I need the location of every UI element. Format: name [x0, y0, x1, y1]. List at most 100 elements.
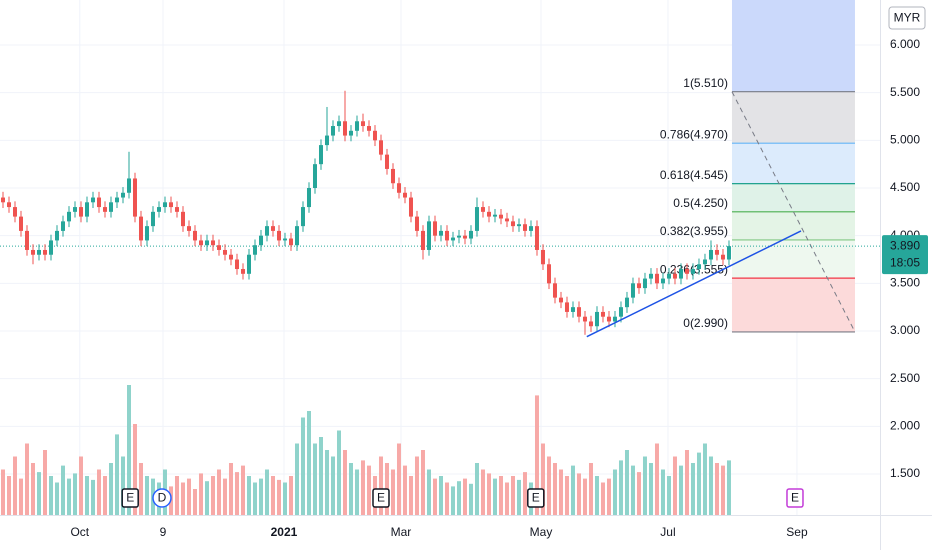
volume-bar — [504, 482, 509, 515]
volume-bar — [450, 486, 455, 515]
volume-bar — [420, 450, 425, 515]
y-tick-label: 2.500 — [890, 371, 920, 385]
volume-bar — [462, 478, 467, 515]
candle-body — [390, 168, 395, 184]
candle-body — [636, 283, 641, 289]
candle-body — [264, 226, 269, 236]
x-tick-label: Jul — [660, 525, 675, 539]
candle-body — [492, 214, 497, 217]
volume-bar — [330, 456, 335, 515]
volume-bar — [276, 479, 281, 515]
currency: MYR — [894, 11, 921, 25]
volume-bar — [228, 463, 233, 515]
x-tick-label: 9 — [160, 525, 167, 539]
candle-body — [726, 246, 731, 260]
volume-bar — [558, 469, 563, 515]
candle-body — [516, 224, 521, 227]
volume-bar — [612, 469, 617, 515]
candle-body — [0, 197, 5, 203]
candle-body — [246, 254, 251, 274]
candle-body — [618, 307, 623, 317]
candle-body — [258, 235, 263, 246]
volume-bar — [468, 483, 473, 515]
candle-body — [660, 278, 665, 284]
volume-bar — [312, 443, 317, 515]
candle-body — [126, 178, 131, 193]
volume-bar — [432, 478, 437, 515]
y-tick-label: 5.000 — [890, 133, 920, 147]
volume-bar — [498, 476, 503, 515]
volume-bar — [606, 478, 611, 515]
candle-body — [210, 240, 215, 246]
y-tick-label: 3.500 — [890, 276, 920, 290]
volume-bar — [216, 469, 221, 515]
event-label: E — [532, 491, 540, 505]
volume-bar — [306, 411, 311, 515]
volume-bar — [564, 476, 569, 515]
fib-band — [731, 91, 855, 144]
countdown: 18:05 — [890, 255, 920, 269]
candle-body — [90, 197, 95, 203]
volume-bar — [192, 489, 197, 515]
candle-body — [192, 230, 197, 241]
event-marker — [527, 488, 545, 508]
volume-bar — [600, 482, 605, 515]
volume-bar — [474, 463, 479, 515]
volume-bar — [318, 437, 323, 515]
volume-bar — [294, 443, 299, 515]
candle-body — [228, 254, 233, 260]
candle-body — [270, 226, 275, 231]
volume-bar — [636, 472, 641, 515]
volume-bar — [414, 456, 419, 515]
currency-box[interactable] — [888, 6, 926, 30]
y-tick-label: 6.000 — [890, 37, 920, 51]
candle-body — [612, 316, 617, 322]
volume-bar — [6, 476, 11, 515]
volume-bar — [120, 456, 125, 515]
volume-bar — [408, 476, 413, 515]
candle-body — [240, 269, 245, 274]
volume-bar — [24, 443, 29, 515]
x-tick-label: May — [530, 525, 553, 539]
event-marker — [152, 488, 172, 508]
volume-bar — [204, 481, 209, 515]
candle-body — [468, 230, 473, 239]
volume-bar — [342, 450, 347, 515]
volume-bar — [540, 443, 545, 515]
candle-body — [714, 249, 719, 255]
volume-bar — [684, 450, 689, 515]
candle-body — [330, 126, 335, 136]
candle-body — [552, 283, 557, 298]
candle-body — [162, 202, 167, 208]
volume-bar — [642, 456, 647, 515]
candle-body — [558, 297, 563, 303]
candle-body — [672, 273, 677, 279]
volume-bar — [126, 385, 131, 515]
candle-body — [444, 230, 449, 241]
candle-body — [42, 249, 47, 255]
candle-body — [408, 197, 413, 217]
volume-bar — [702, 443, 707, 515]
candle-body — [540, 249, 545, 265]
volume-bar — [522, 472, 527, 515]
volume-bar — [630, 465, 635, 515]
volume-bar — [210, 476, 215, 515]
volume-bar — [726, 460, 731, 515]
candle-body — [588, 321, 593, 327]
volume-bar — [336, 430, 341, 515]
volume-bar — [546, 456, 551, 515]
candle-body — [414, 216, 419, 231]
volume-bar — [510, 476, 515, 515]
candle-body — [462, 235, 467, 239]
volume-bar — [102, 476, 107, 515]
candle-body — [402, 192, 407, 198]
volume-bar — [132, 424, 137, 515]
candle-body — [696, 264, 701, 270]
fib-band — [731, 278, 855, 332]
volume-bar — [516, 479, 521, 515]
volume-bar — [282, 482, 287, 515]
candle-body — [252, 245, 257, 255]
candle-body — [48, 240, 53, 255]
fib-label: 0.382(3.955) — [660, 224, 728, 238]
volume-bar — [12, 456, 17, 515]
